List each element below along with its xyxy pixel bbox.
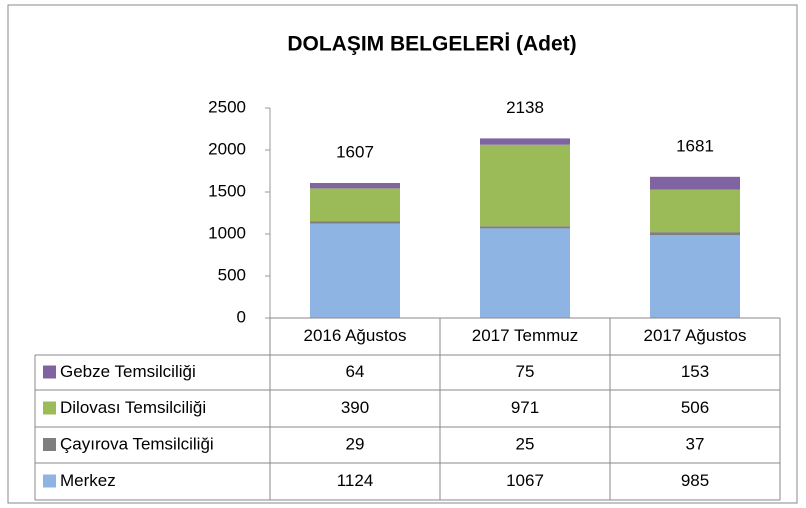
legend-label: Dilovası Temsilciliği [60, 398, 206, 417]
bar-segment [480, 228, 570, 318]
chart-title: DOLAŞIM BELGELERİ (Adet) [287, 33, 576, 56]
total-label: 2138 [506, 98, 544, 117]
table-value: 75 [516, 362, 535, 381]
table-value: 1067 [506, 471, 544, 490]
bar-segment [650, 176, 740, 190]
bar-segment [650, 189, 740, 233]
table-value: 29 [346, 434, 365, 453]
bar-segment [310, 183, 400, 189]
table-value: 506 [681, 398, 709, 417]
bar-segment [650, 235, 740, 318]
y-tick-label: 2500 [208, 97, 246, 116]
table-value: 390 [341, 398, 369, 417]
x-tick-label: 2016 Ağustos [303, 326, 406, 345]
table-value: 153 [681, 362, 709, 381]
bar-segment [310, 223, 400, 318]
total-label: 1607 [336, 142, 374, 161]
legend-swatch [43, 365, 56, 379]
legend-label: Çayırova Temsilciliği [60, 434, 214, 453]
table-value: 971 [511, 398, 539, 417]
bar-segment [650, 232, 740, 236]
x-tick-label: 2017 Temmuz [472, 326, 578, 345]
table-value: 64 [346, 362, 365, 381]
bar-segment [480, 144, 570, 227]
legend-swatch [43, 401, 56, 415]
legend-swatch [43, 474, 56, 488]
y-tick-label: 500 [218, 265, 246, 284]
bar-segment [480, 226, 570, 229]
y-tick-label: 1000 [208, 223, 246, 242]
table-value: 25 [516, 434, 535, 453]
legend-swatch [43, 438, 56, 451]
bar-segment [480, 138, 570, 145]
bar-segment [310, 221, 400, 224]
total-label: 1681 [676, 136, 714, 155]
legend-label: Merkez [60, 471, 116, 490]
y-tick-label: 2000 [208, 139, 246, 158]
y-tick-label: 0 [237, 307, 246, 326]
legend-label: Gebze Temsilciliği [60, 362, 196, 381]
x-tick-label: 2017 Ağustos [643, 326, 746, 345]
bar-segment [310, 188, 400, 222]
table-value: 37 [686, 434, 705, 453]
table-value: 985 [681, 471, 709, 490]
table-value: 1124 [337, 471, 374, 490]
y-tick-label: 1500 [208, 181, 246, 200]
